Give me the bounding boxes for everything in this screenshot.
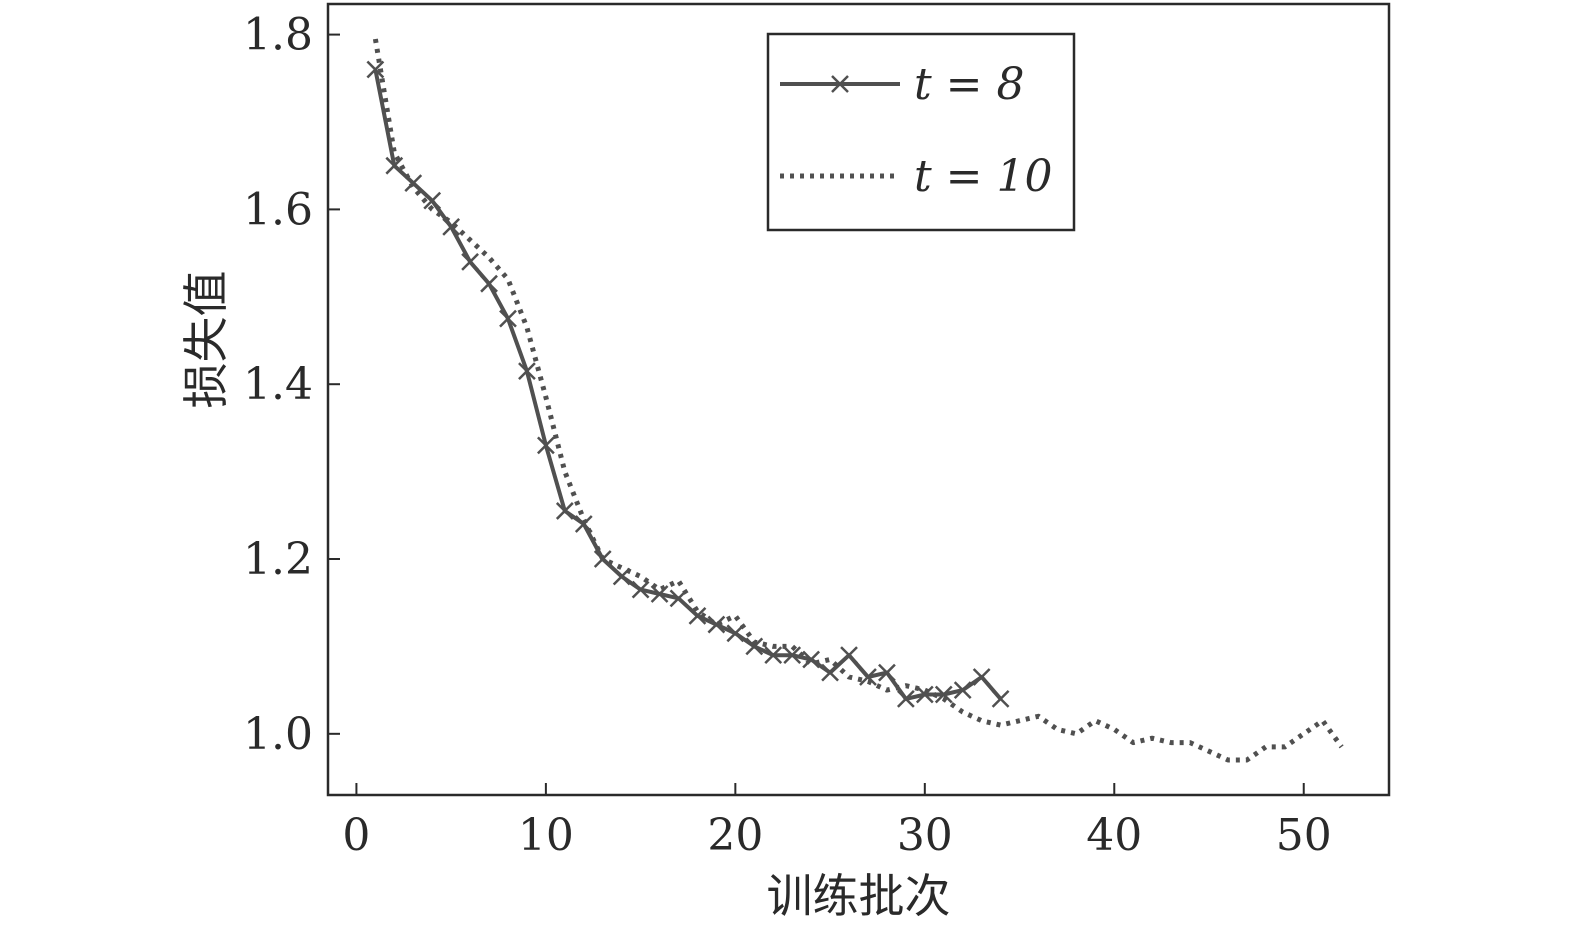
marker-stroke — [972, 668, 991, 686]
data-point-x-marker — [707, 615, 726, 634]
data-point-x-marker — [745, 637, 764, 656]
marker-stroke — [878, 663, 896, 682]
marker-stroke — [385, 156, 404, 175]
data-point-x-marker — [404, 174, 423, 193]
marker-stroke — [499, 309, 517, 328]
marker-stroke — [404, 174, 423, 193]
marker-stroke — [745, 637, 764, 656]
marker-stroke — [688, 606, 707, 625]
data-point-x-marker — [896, 689, 915, 708]
series-line-t10 — [372, 38, 1344, 763]
marker-stroke — [915, 685, 934, 704]
marker-stroke — [783, 646, 802, 665]
data-point-x-marker — [840, 646, 858, 665]
marker-stroke — [953, 681, 972, 699]
x-axis-title: 训练批次 — [767, 869, 951, 923]
marker-stroke — [537, 436, 555, 455]
y-tick-label: 1.8 — [243, 10, 313, 61]
legend-label: t = 8 — [914, 59, 1025, 110]
marker-stroke — [480, 274, 498, 293]
data-point-x-marker — [688, 606, 707, 625]
marker-stroke — [669, 589, 688, 608]
y-axis-title: 损失值 — [179, 271, 233, 409]
data-point-x-marker — [650, 585, 669, 603]
marker-stroke — [840, 646, 858, 665]
x-tick-label: 50 — [1276, 810, 1332, 861]
data-point-x-marker — [423, 191, 442, 210]
x-tick-label: 40 — [1086, 810, 1142, 861]
x-tick-label: 20 — [707, 810, 763, 861]
legend-box — [766, 32, 1076, 232]
data-point-x-marker — [878, 663, 896, 682]
data-point-x-marker — [991, 689, 1010, 708]
data-point-x-marker — [442, 217, 461, 236]
data-point-x-marker — [764, 646, 783, 665]
legend-marker — [831, 75, 849, 93]
marker-stroke — [366, 60, 385, 79]
marker-stroke — [707, 615, 726, 634]
data-point-x-marker — [480, 274, 498, 293]
marker-stroke — [555, 502, 574, 520]
y-tick-label: 1.4 — [243, 359, 313, 410]
series-group — [366, 38, 1344, 763]
marker-stroke — [612, 567, 631, 586]
data-point-x-marker — [366, 60, 385, 79]
data-point-x-marker — [783, 646, 802, 665]
data-point-x-marker — [574, 515, 593, 533]
marker-stroke — [461, 252, 479, 271]
data-point-x-marker — [726, 624, 745, 643]
marker-stroke — [650, 585, 669, 603]
marker-stroke — [423, 191, 442, 210]
data-point-x-marker — [802, 650, 821, 669]
marker-stroke — [442, 217, 461, 236]
series-line-t8 — [373, 69, 1003, 701]
y-tick-label: 1.0 — [243, 709, 313, 760]
data-point-x-marker — [934, 685, 953, 704]
axes-group: 0 10 20 30 40 50 1.0 1.2 1.4 1.6 1.8 — [243, 2, 1391, 861]
marker-stroke — [934, 685, 953, 704]
marker-stroke — [821, 663, 839, 682]
data-point-x-marker — [821, 663, 839, 682]
marker-stroke — [859, 668, 877, 686]
marker-stroke — [518, 362, 536, 380]
data-point-x-marker — [499, 309, 517, 328]
marker-stroke — [802, 650, 821, 669]
data-point-x-marker — [461, 252, 479, 271]
data-point-x-marker — [537, 436, 555, 455]
legend: t = 8 t = 10 — [766, 32, 1076, 232]
y-tick-label: 1.2 — [243, 534, 313, 585]
y-tick-label: 1.6 — [243, 184, 313, 235]
marker-stroke — [726, 624, 745, 643]
marker-stroke — [593, 550, 612, 568]
legend-label: t = 10 — [914, 151, 1053, 202]
marker-stroke — [764, 646, 783, 665]
x-tick-label: 0 — [342, 810, 370, 861]
marker-stroke — [991, 689, 1010, 708]
data-point-x-marker — [555, 502, 574, 520]
marker-stroke — [631, 580, 650, 599]
data-point-x-marker — [669, 589, 688, 608]
data-point-x-marker — [631, 580, 650, 599]
marker-stroke — [574, 515, 593, 533]
data-point-x-marker — [915, 685, 934, 704]
data-point-x-marker — [593, 550, 612, 568]
plot-frame — [326, 2, 1391, 797]
x-tick-label: 30 — [897, 810, 953, 861]
data-point-x-marker — [612, 567, 631, 586]
data-point-x-marker — [518, 362, 536, 380]
data-point-x-marker — [972, 668, 991, 686]
data-point-x-marker — [385, 156, 404, 175]
x-tick-label: 10 — [518, 810, 574, 861]
data-point-x-marker — [953, 681, 972, 699]
data-point-x-marker — [859, 668, 877, 686]
marker-stroke — [896, 689, 915, 708]
